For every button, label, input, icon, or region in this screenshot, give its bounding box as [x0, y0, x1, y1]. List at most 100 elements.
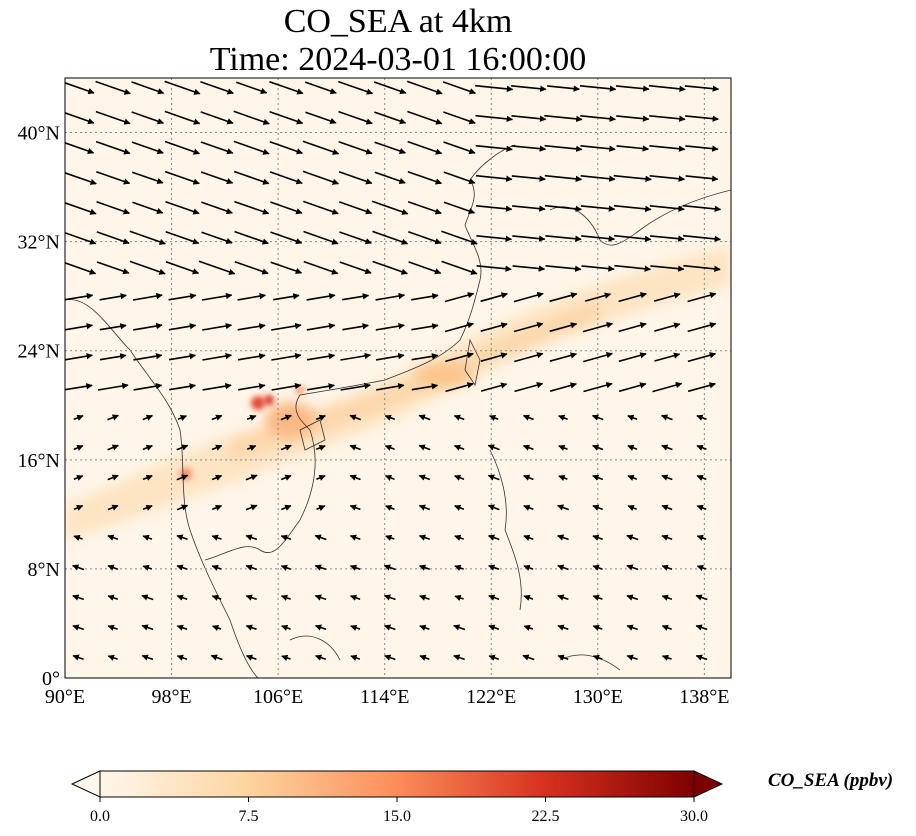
- wind-arrow: [696, 504, 707, 511]
- wind-arrow: [661, 594, 673, 601]
- wind-arrow: [233, 140, 270, 155]
- wind-arrow: [418, 444, 431, 451]
- wind-arrow: [385, 504, 395, 511]
- wind-arrow: [454, 594, 464, 601]
- wind-arrow: [211, 624, 222, 631]
- wind-arrow: [72, 624, 84, 631]
- wind-arrow: [685, 115, 719, 122]
- wind-arrow: [314, 654, 327, 661]
- wind-arrow: [107, 504, 119, 511]
- wind-arrow: [164, 170, 200, 185]
- wind-arrow: [592, 594, 603, 601]
- wind-arrow: [306, 353, 336, 361]
- wind-arrow: [418, 534, 431, 541]
- wind-arrow: [442, 81, 477, 95]
- wind-arrow: [350, 654, 361, 661]
- wind-arrow: [487, 534, 500, 541]
- wind-arrow: [407, 170, 443, 185]
- wind-arrow: [99, 323, 127, 331]
- wind-arrow: [384, 444, 395, 451]
- wind-arrow: [627, 504, 637, 511]
- wind-arrow: [683, 264, 721, 273]
- wind-arrow: [233, 170, 270, 185]
- wind-arrow: [523, 444, 534, 451]
- wind-arrow: [511, 85, 547, 92]
- wind-arrow: [73, 505, 84, 511]
- wind-arrow: [342, 323, 369, 331]
- wind-arrow: [164, 80, 201, 95]
- wind-arrow: [475, 144, 513, 153]
- wind-arrow: [687, 352, 717, 363]
- wind-arrow: [511, 145, 547, 152]
- wind-arrow: [303, 200, 339, 215]
- wind-arrow: [558, 444, 568, 451]
- wind-arrow: [273, 293, 300, 301]
- wind-arrow: [316, 444, 326, 451]
- wind-arrow: [270, 261, 303, 275]
- wind-arrow: [271, 382, 302, 391]
- wind-arrow: [307, 383, 335, 391]
- wind-arrow: [374, 111, 407, 125]
- wind-arrow: [661, 504, 673, 511]
- wind-arrow: [445, 382, 474, 393]
- co-hotspot-hanoi: [251, 396, 265, 410]
- wind-arrow: [684, 85, 720, 92]
- wind-arrow: [338, 80, 374, 95]
- wind-arrow: [168, 293, 197, 301]
- wind-arrow: [107, 444, 119, 451]
- co-hotspot-red-river: [264, 395, 274, 405]
- wind-arrow: [407, 110, 443, 125]
- wind-arrow: [314, 564, 327, 571]
- wind-arrow: [407, 201, 442, 215]
- wind-arrow: [488, 654, 500, 661]
- wind-arrow: [653, 292, 681, 302]
- wind-arrow: [234, 260, 269, 275]
- wind-arrow: [210, 654, 223, 661]
- wind-arrow: [443, 111, 476, 125]
- wind-arrow: [557, 534, 569, 541]
- wind-arrow: [72, 594, 85, 601]
- wind-arrow: [176, 654, 188, 661]
- wind-arrow: [236, 81, 268, 94]
- wind-arrow: [626, 534, 639, 541]
- wind-arrow: [384, 474, 395, 481]
- wind-arrow: [202, 382, 232, 391]
- wind-arrow: [523, 624, 534, 631]
- wind-arrow: [96, 201, 131, 215]
- wind-arrow: [523, 564, 534, 571]
- wind-arrow: [96, 170, 131, 185]
- wind-arrow: [211, 444, 223, 451]
- wind-arrow: [306, 323, 336, 331]
- wind-arrow: [385, 534, 395, 541]
- wind-arrow: [129, 230, 166, 245]
- colorbar-tick-label: 15.0: [383, 808, 411, 825]
- coastline-korea-japan: [549, 189, 731, 246]
- wind-arrow: [444, 322, 475, 333]
- wind-arrow: [443, 171, 476, 185]
- wind-arrow: [131, 111, 165, 125]
- map-title: CO_SEA at 4km: [283, 3, 513, 40]
- wind-arrow: [132, 201, 164, 214]
- y-tick-label: 16°N: [18, 450, 60, 472]
- wind-arrow: [95, 80, 131, 95]
- wind-arrow: [580, 205, 616, 212]
- wind-arrow: [73, 414, 84, 421]
- wind-arrow: [176, 504, 189, 511]
- colorbar-tick-label: 7.5: [239, 808, 259, 825]
- wind-arrow: [280, 414, 292, 421]
- wind-arrow: [245, 534, 258, 541]
- colorbar-tick-label: 30.0: [680, 808, 708, 825]
- gridlines: [65, 78, 731, 678]
- wind-arrow: [107, 474, 119, 481]
- wind-arrow: [237, 293, 266, 301]
- wind-arrow: [141, 594, 154, 601]
- wind-vectors: [65, 80, 722, 661]
- wind-arrow: [314, 534, 327, 541]
- wind-arrow: [384, 414, 396, 421]
- wind-arrow: [661, 444, 673, 451]
- wind-arrow: [476, 205, 513, 212]
- wind-arrow: [661, 414, 673, 421]
- wind-arrow: [349, 504, 361, 511]
- wind-arrow: [201, 292, 233, 301]
- wind-arrow: [65, 202, 97, 215]
